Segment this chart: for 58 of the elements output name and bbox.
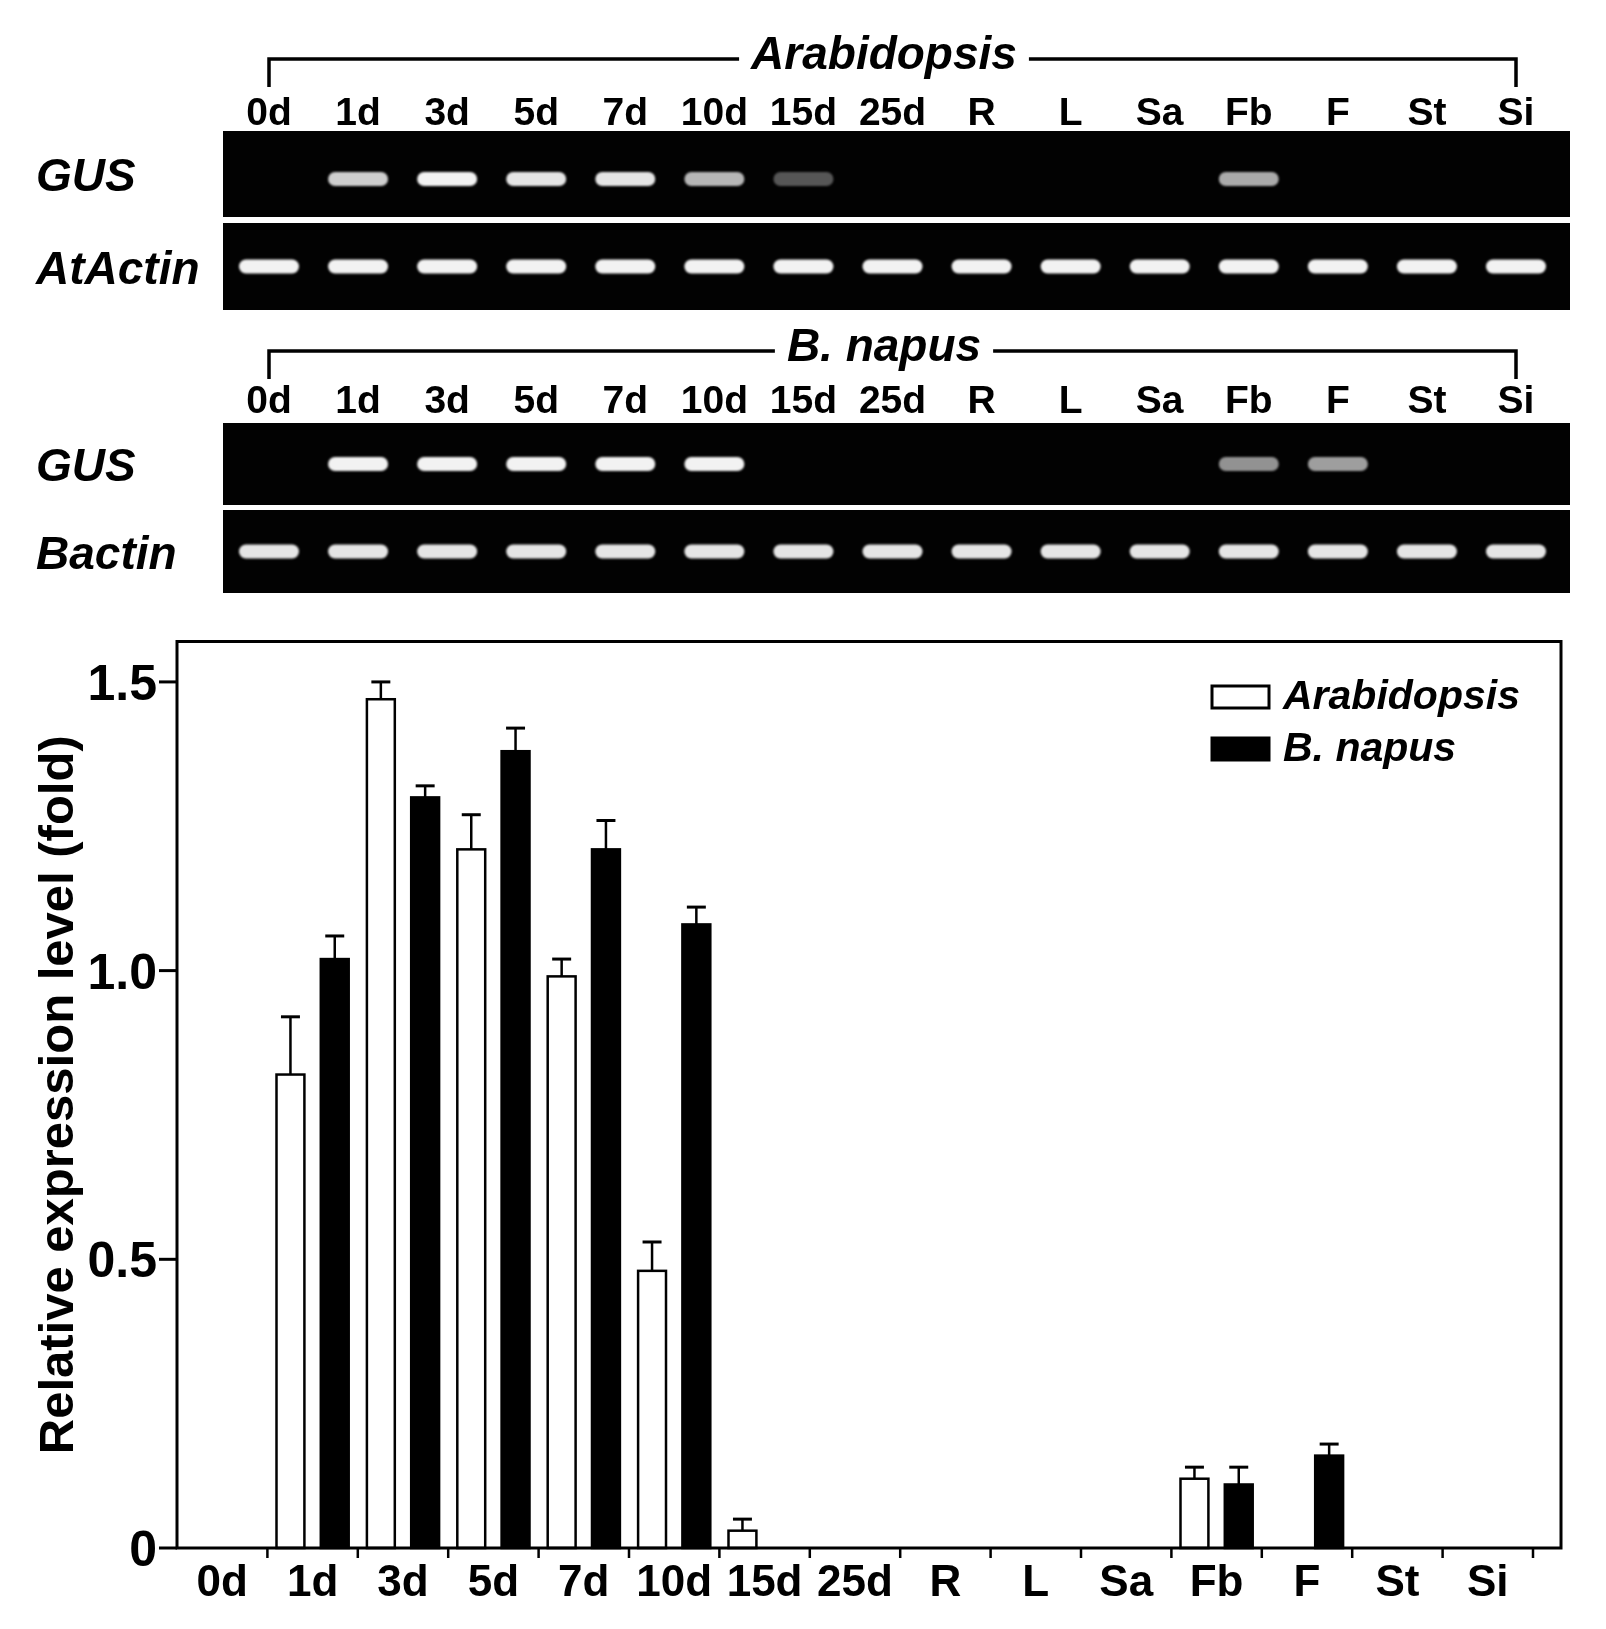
x-tick-label: L	[1058, 90, 1083, 133]
x-tick-label: 1d	[286, 1556, 339, 1605]
y-axis-title: Relative expression level (fold)	[29, 735, 83, 1455]
x-tick-label: 3d	[424, 90, 470, 133]
y-tick-label: 1.0	[87, 943, 157, 1000]
y-tick-label: Bactin	[36, 526, 177, 579]
y-tick-label: GUS	[36, 439, 136, 491]
chart-title: Arabidopsis	[750, 27, 1017, 79]
x-tick-label: 3d	[424, 378, 470, 421]
x-tick-label: 5d	[513, 90, 559, 133]
x-tick-label: Fb	[1224, 90, 1273, 133]
x-tick-label: 5d	[513, 378, 559, 421]
x-tick-label: St	[1407, 90, 1447, 133]
x-tick-label: 7d	[602, 90, 649, 133]
y-tick-label: 0	[129, 1521, 157, 1577]
x-tick-label: L	[1058, 378, 1083, 421]
x-tick-label: 25d	[817, 1556, 893, 1605]
x-tick-label: 10d	[680, 90, 748, 133]
x-tick-label: R	[929, 1556, 962, 1605]
x-tick-label: F	[1325, 90, 1350, 133]
x-tick-label: Sa	[1135, 378, 1184, 421]
x-tick-label: Fb	[1224, 378, 1273, 421]
x-tick-label: R	[967, 378, 996, 421]
y-tick-label: GUS	[36, 149, 136, 201]
x-tick-label: F	[1293, 1556, 1321, 1605]
x-tick-label: 5d	[467, 1556, 520, 1605]
x-tick-label: Sa	[1135, 90, 1184, 133]
x-tick-label: L	[1022, 1556, 1050, 1605]
x-tick-label: 3d	[377, 1556, 429, 1605]
x-tick-label: Si	[1467, 1556, 1509, 1605]
chart-title: B. napus	[786, 319, 982, 371]
y-tick-label: 0.5	[87, 1232, 157, 1289]
x-tick-label: 1d	[335, 90, 381, 133]
x-tick-label: 0d	[196, 1556, 248, 1605]
x-tick-label: 25d	[858, 90, 927, 133]
x-tick-label: 1d	[335, 378, 381, 421]
y-tick-label: 1.5	[87, 654, 157, 711]
x-tick-label: 10d	[680, 378, 748, 421]
x-tick-label: 25d	[858, 378, 927, 421]
x-tick-label: Sa	[1099, 1556, 1154, 1605]
y-tick-label: AtActin	[35, 241, 200, 294]
x-tick-label: F	[1325, 378, 1350, 421]
legend-label: B. napus	[1283, 724, 1457, 770]
x-tick-label: St	[1375, 1556, 1420, 1605]
x-tick-label: Fb	[1189, 1556, 1244, 1605]
x-tick-label: Si	[1497, 378, 1535, 421]
x-tick-label: 15d	[769, 90, 838, 133]
x-tick-label: 10d	[636, 1556, 713, 1605]
x-tick-label: 0d	[246, 90, 292, 133]
x-tick-label: 15d	[769, 378, 838, 421]
x-tick-label: 7d	[558, 1556, 610, 1605]
x-tick-label: R	[967, 90, 996, 133]
x-tick-label: 15d	[726, 1556, 803, 1605]
x-tick-label: Si	[1497, 90, 1535, 133]
legend-label: Arabidopsis	[1282, 672, 1520, 718]
x-tick-label: 0d	[246, 378, 292, 421]
x-tick-label: 7d	[602, 378, 649, 421]
x-tick-label: St	[1407, 378, 1447, 421]
